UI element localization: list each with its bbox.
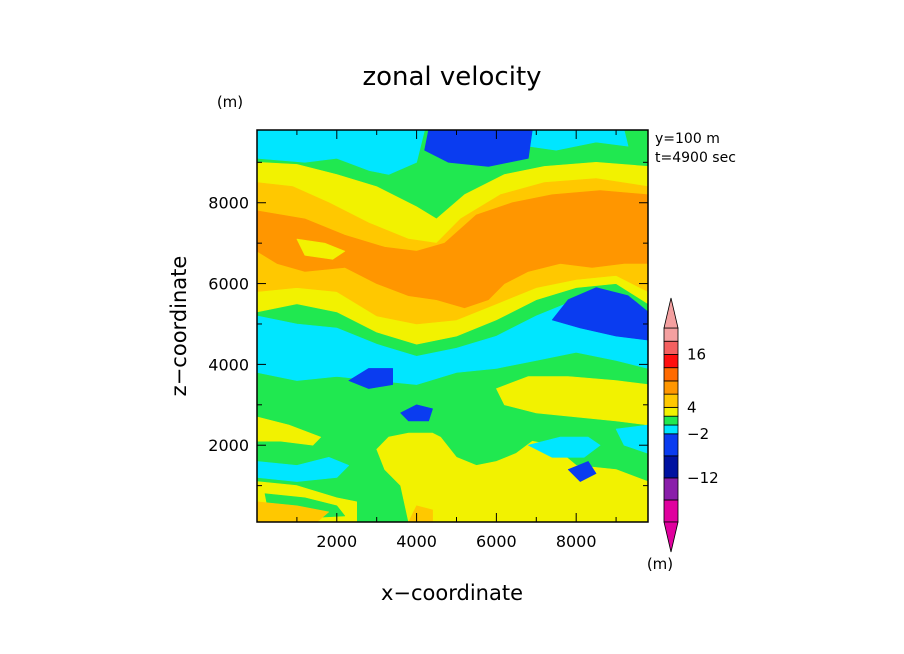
colorbar-box (663, 393, 679, 408)
colorbar-box (663, 499, 679, 523)
x-axis-label: x−coordinate (381, 581, 523, 605)
x-tick-label: 8000 (556, 532, 597, 551)
contour-field (257, 130, 648, 522)
y-axis-label: z−coordinate (167, 256, 191, 397)
plot-frame (256, 129, 649, 523)
x-tick-label: 4000 (396, 532, 437, 551)
colorbar-box (663, 340, 679, 355)
contour-region (376, 432, 648, 522)
y-tick-label: 8000 (208, 194, 249, 213)
y-tick-label: 2000 (208, 436, 249, 455)
x-tick-label: 2000 (316, 532, 357, 551)
contour-region (257, 190, 648, 309)
contour-region (257, 130, 425, 175)
contour-region (257, 416, 322, 446)
annotation-time: t=4900 sec (655, 150, 736, 166)
chart-title: zonal velocity (362, 62, 541, 92)
colorbar (663, 297, 679, 553)
colorbar-box (663, 327, 679, 342)
contour-region (496, 376, 648, 426)
contour-region (527, 436, 601, 458)
colorbar-box (663, 477, 679, 501)
colorbar-box (663, 406, 679, 417)
y-tick-label: 6000 (208, 275, 249, 294)
colorbar-label: −2 (687, 425, 709, 443)
contour-region (408, 505, 433, 522)
annotation-y-position: y=100 m (655, 131, 720, 147)
y-axis-unit: (m) (217, 93, 243, 111)
colorbar-box (663, 433, 679, 457)
colorbar-min-arrow (663, 521, 679, 553)
colorbar-unit: (m) (647, 555, 673, 573)
contour-region (348, 368, 394, 389)
colorbar-box (663, 367, 679, 382)
contour-region (551, 287, 648, 341)
colorbar-box (663, 415, 679, 426)
axis-ticks (257, 130, 648, 522)
y-tick-label: 4000 (208, 355, 249, 374)
colorbar-box (663, 424, 679, 435)
colorbar-label: 16 (687, 345, 706, 363)
contour-region (257, 456, 350, 482)
contour-region (296, 238, 346, 260)
x-tick-label: 6000 (476, 532, 517, 551)
colorbar-box (663, 380, 679, 395)
contour-region (567, 461, 597, 482)
colorbar-max-arrow (663, 297, 679, 329)
contour-region (400, 404, 433, 422)
colorbar-label: −12 (687, 469, 719, 487)
colorbar-box (663, 354, 679, 369)
colorbar-box (663, 455, 679, 479)
contour-region (424, 130, 533, 167)
contour-region (615, 424, 648, 454)
colorbar-label: 4 (687, 398, 697, 416)
contour-region (257, 501, 330, 522)
